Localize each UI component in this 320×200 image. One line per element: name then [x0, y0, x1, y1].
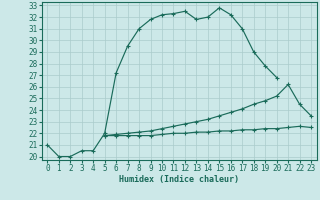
X-axis label: Humidex (Indice chaleur): Humidex (Indice chaleur)	[119, 175, 239, 184]
